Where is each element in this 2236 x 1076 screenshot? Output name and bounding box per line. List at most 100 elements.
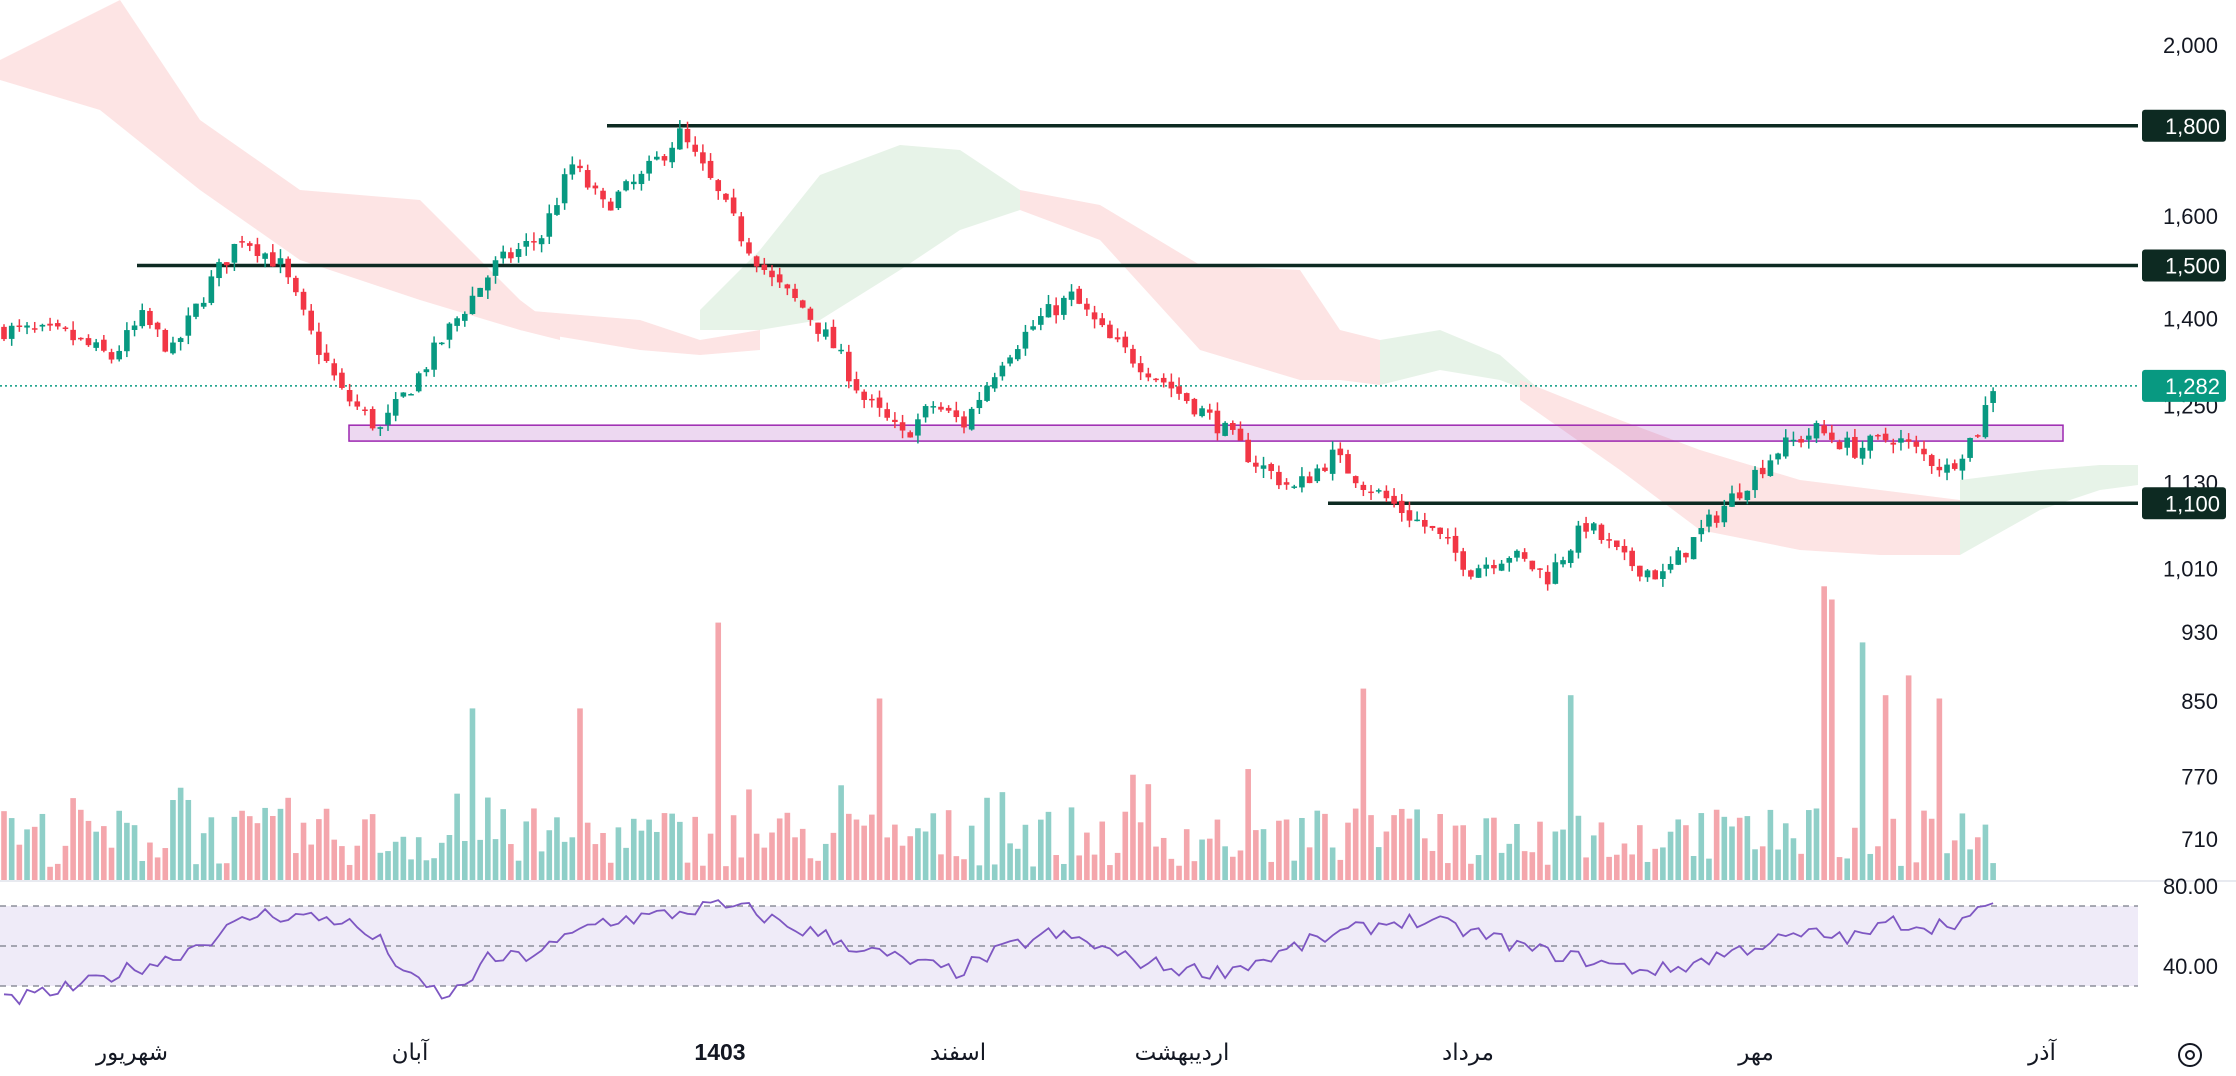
volume-bar bbox=[938, 854, 944, 880]
volume-bar bbox=[354, 845, 361, 880]
candle bbox=[1398, 494, 1405, 522]
volume-bar bbox=[423, 860, 430, 880]
candle bbox=[1775, 452, 1781, 465]
volume-bar bbox=[1990, 863, 1996, 880]
candle bbox=[554, 197, 560, 216]
volume-bar bbox=[677, 821, 683, 880]
candle bbox=[600, 187, 606, 208]
volume-bar bbox=[93, 831, 99, 880]
candle bbox=[1068, 284, 1075, 307]
level-badge: 1,800 bbox=[2142, 109, 2226, 142]
volume-bar bbox=[822, 843, 829, 880]
candle bbox=[1084, 298, 1090, 316]
volume-bar bbox=[1130, 774, 1136, 880]
volume-bar bbox=[377, 852, 384, 880]
candle bbox=[1360, 481, 1367, 497]
candle bbox=[1936, 458, 1943, 477]
candle bbox=[968, 406, 975, 431]
support-zone[interactable] bbox=[348, 424, 2064, 442]
candle bbox=[1637, 565, 1643, 582]
volume-bar bbox=[1268, 861, 1274, 880]
volume-bar bbox=[1214, 819, 1221, 880]
volume-bar bbox=[54, 863, 61, 880]
volume-bar bbox=[216, 863, 222, 880]
volume-bar bbox=[1160, 837, 1167, 880]
candle bbox=[938, 402, 944, 412]
time-axis-label: مرداد bbox=[1442, 1040, 1494, 1066]
candle bbox=[884, 402, 890, 421]
candle bbox=[615, 189, 622, 211]
candle bbox=[62, 326, 69, 332]
volume-bar bbox=[147, 842, 153, 880]
candle bbox=[577, 159, 583, 173]
candle bbox=[438, 342, 445, 346]
volume-bar bbox=[930, 813, 937, 880]
candle bbox=[1514, 549, 1520, 562]
candle bbox=[1061, 295, 1067, 320]
candle bbox=[1107, 320, 1113, 339]
candle bbox=[446, 322, 453, 349]
rsi-tick-label: 40.00 bbox=[2163, 954, 2218, 979]
candle bbox=[661, 153, 668, 166]
volume-bar bbox=[1882, 695, 1889, 880]
candle bbox=[1475, 564, 1482, 578]
volume-bar bbox=[769, 832, 775, 880]
volume-bar bbox=[830, 832, 837, 880]
volume-bar bbox=[1736, 817, 1743, 880]
volume-bar bbox=[838, 785, 844, 880]
candle bbox=[1836, 439, 1843, 450]
volume-bar bbox=[1299, 817, 1305, 880]
candle bbox=[346, 383, 353, 407]
volume-bar bbox=[362, 819, 368, 880]
current-price-badge: 1,282 bbox=[2142, 369, 2226, 402]
volume-bar bbox=[899, 845, 906, 880]
candle bbox=[1268, 462, 1274, 480]
candle bbox=[1974, 434, 1981, 438]
cloud-bear-2 bbox=[520, 310, 760, 355]
candle bbox=[1030, 320, 1036, 331]
candle bbox=[1913, 435, 1920, 454]
svg-text:1,800: 1,800 bbox=[2165, 114, 2220, 139]
candle bbox=[692, 136, 698, 157]
volume-bar bbox=[1974, 837, 1981, 880]
volume-bar bbox=[39, 813, 46, 880]
candle bbox=[738, 212, 745, 247]
candle bbox=[1736, 483, 1743, 501]
volume-bar bbox=[1537, 821, 1543, 880]
candle bbox=[1153, 377, 1159, 383]
volume-bar bbox=[846, 813, 852, 880]
candle bbox=[1590, 521, 1597, 535]
candle bbox=[1905, 433, 1912, 449]
candle bbox=[1122, 331, 1129, 354]
volume-bar bbox=[1752, 849, 1758, 880]
candle bbox=[1429, 525, 1436, 531]
candle bbox=[362, 406, 368, 416]
volume-bar bbox=[1391, 815, 1397, 880]
volume-bar bbox=[1245, 769, 1251, 880]
candle bbox=[607, 197, 614, 211]
candle bbox=[815, 322, 821, 342]
time-axis-label: آبان bbox=[392, 1038, 430, 1066]
candle bbox=[930, 401, 937, 414]
candle bbox=[584, 164, 591, 190]
candle bbox=[1, 324, 7, 342]
candle bbox=[1352, 475, 1359, 488]
candle bbox=[853, 371, 860, 394]
volume-bar bbox=[1744, 816, 1751, 880]
candle bbox=[1076, 285, 1082, 305]
candle bbox=[1529, 560, 1536, 572]
candle bbox=[1544, 565, 1551, 591]
candle bbox=[1053, 297, 1059, 324]
candle bbox=[1614, 540, 1620, 551]
volume-bar bbox=[1959, 813, 1966, 880]
volume-bar bbox=[638, 830, 645, 880]
candle bbox=[147, 307, 153, 329]
candle bbox=[1276, 465, 1282, 490]
candle bbox=[139, 303, 146, 329]
candle bbox=[369, 406, 376, 431]
volume-bar bbox=[108, 847, 115, 880]
settings-gear-icon[interactable] bbox=[2178, 1043, 2202, 1067]
volume-bar bbox=[200, 833, 207, 880]
candle bbox=[792, 283, 798, 302]
volume-bar bbox=[254, 823, 261, 880]
